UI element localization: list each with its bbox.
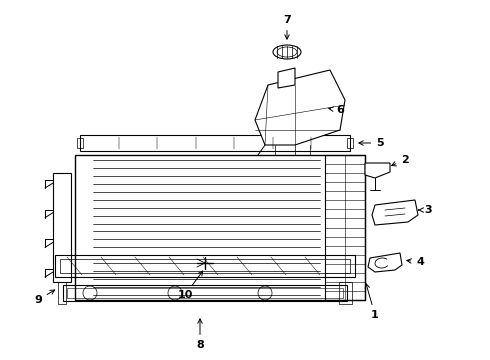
Bar: [347, 138, 353, 148]
Bar: [75, 155, 365, 300]
Bar: [77, 138, 83, 148]
Bar: [325, 155, 365, 300]
Text: 3: 3: [418, 205, 432, 215]
Text: 8: 8: [196, 319, 204, 350]
Bar: [55, 255, 355, 277]
Bar: [60, 259, 350, 273]
Polygon shape: [372, 200, 418, 225]
Bar: [339, 282, 352, 304]
Text: 10: 10: [177, 271, 203, 300]
Bar: [80, 135, 350, 151]
Text: 6: 6: [329, 105, 344, 115]
Bar: [58, 282, 66, 304]
Text: 7: 7: [283, 15, 291, 39]
Polygon shape: [365, 163, 390, 178]
Polygon shape: [368, 253, 402, 272]
Bar: [53, 173, 71, 282]
Polygon shape: [278, 68, 295, 88]
Text: 2: 2: [392, 155, 409, 166]
Text: 4: 4: [407, 257, 424, 267]
Text: 5: 5: [359, 138, 384, 148]
Text: 9: 9: [34, 290, 55, 305]
Text: 1: 1: [365, 284, 379, 320]
Bar: [63, 285, 347, 301]
Polygon shape: [255, 70, 345, 145]
Bar: [67, 288, 343, 298]
Ellipse shape: [273, 45, 301, 59]
